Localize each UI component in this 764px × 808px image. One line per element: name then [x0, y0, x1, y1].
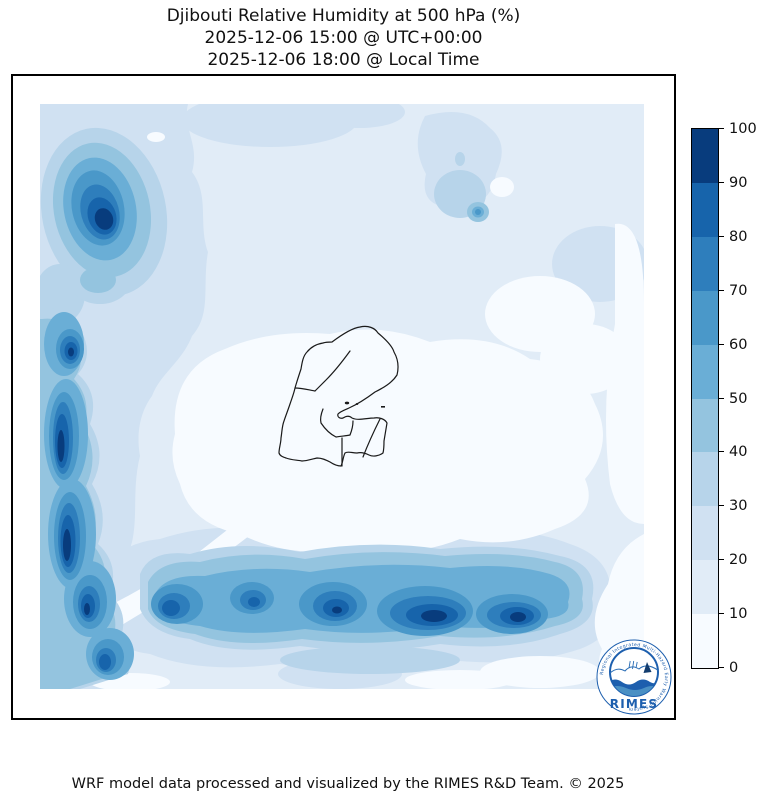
humidity-contour-map	[40, 104, 644, 689]
colorbar-tick-label: 100	[729, 121, 757, 137]
logo-sail-icon	[643, 662, 652, 673]
logo-wordmark: RIMES	[610, 697, 659, 711]
colorbar-tick-mark	[719, 397, 724, 399]
colorbar-tick-label: 90	[729, 174, 748, 191]
colorbar-tick-label: 80	[729, 228, 748, 245]
footer-credit: WRF model data processed and visualized …	[71, 776, 625, 792]
colorbar-tick-mark	[719, 181, 724, 183]
title-line-3: 2025-12-06 18:00 @ Local Time	[207, 50, 480, 70]
colorbar-tick-mark	[719, 343, 724, 345]
colorbar-tick-mark	[719, 289, 724, 291]
colorbar-segment	[692, 182, 718, 237]
title-line-1: Djibouti Relative Humidity at 500 hPa (%…	[166, 6, 521, 26]
colorbar-tick-mark	[719, 667, 724, 668]
colorbar-segment	[692, 290, 718, 345]
map-axes: Regional Integrated Multi-Hazard Early W…	[11, 74, 676, 720]
colorbar-tick-mark	[719, 559, 724, 561]
colorbar-tick-mark	[719, 613, 724, 615]
colorbar	[691, 128, 719, 669]
colorbar-tick-label: 30	[729, 498, 748, 515]
colorbar-segment	[692, 614, 718, 669]
colorbar-tick-label: 40	[729, 444, 748, 461]
logo-signal-icon	[628, 660, 638, 670]
title-line-2: 2025-12-06 15:00 @ UTC+00:00	[204, 28, 483, 48]
figure-title: Djibouti Relative Humidity at 500 hPa (%…	[11, 5, 676, 71]
colorbar-tick-label: 70	[729, 282, 748, 299]
colorbar-segment	[692, 506, 718, 561]
colorbar-segment	[692, 344, 718, 399]
colorbar-tick-mark	[719, 451, 724, 453]
colorbar-tick-label: 60	[729, 336, 748, 353]
colorbar-segment	[692, 129, 718, 183]
colorbar-tick-label: 20	[729, 552, 748, 569]
colorbar-tick-label: 50	[729, 390, 748, 407]
colorbar-tick-label: 10	[729, 606, 748, 623]
contour-field	[40, 104, 644, 689]
colorbar-ticks: 0 10 20 30 40 50 60 70 80 90 100	[719, 121, 764, 676]
colorbar-segment	[692, 236, 718, 291]
rimes-logo: Regional Integrated Multi-Hazard Early W…	[595, 638, 673, 716]
colorbar-tick-label: 0	[729, 660, 739, 676]
colorbar-segment	[692, 398, 718, 453]
colorbar-segment	[692, 560, 718, 615]
colorbar-tick-mark	[719, 505, 724, 507]
contour-level-90	[57, 208, 526, 622]
colorbar-tick-mark	[719, 128, 724, 129]
djibouti-boundary	[278, 325, 399, 467]
colorbar-segment	[692, 452, 718, 507]
colorbar-tick-mark	[719, 235, 724, 237]
